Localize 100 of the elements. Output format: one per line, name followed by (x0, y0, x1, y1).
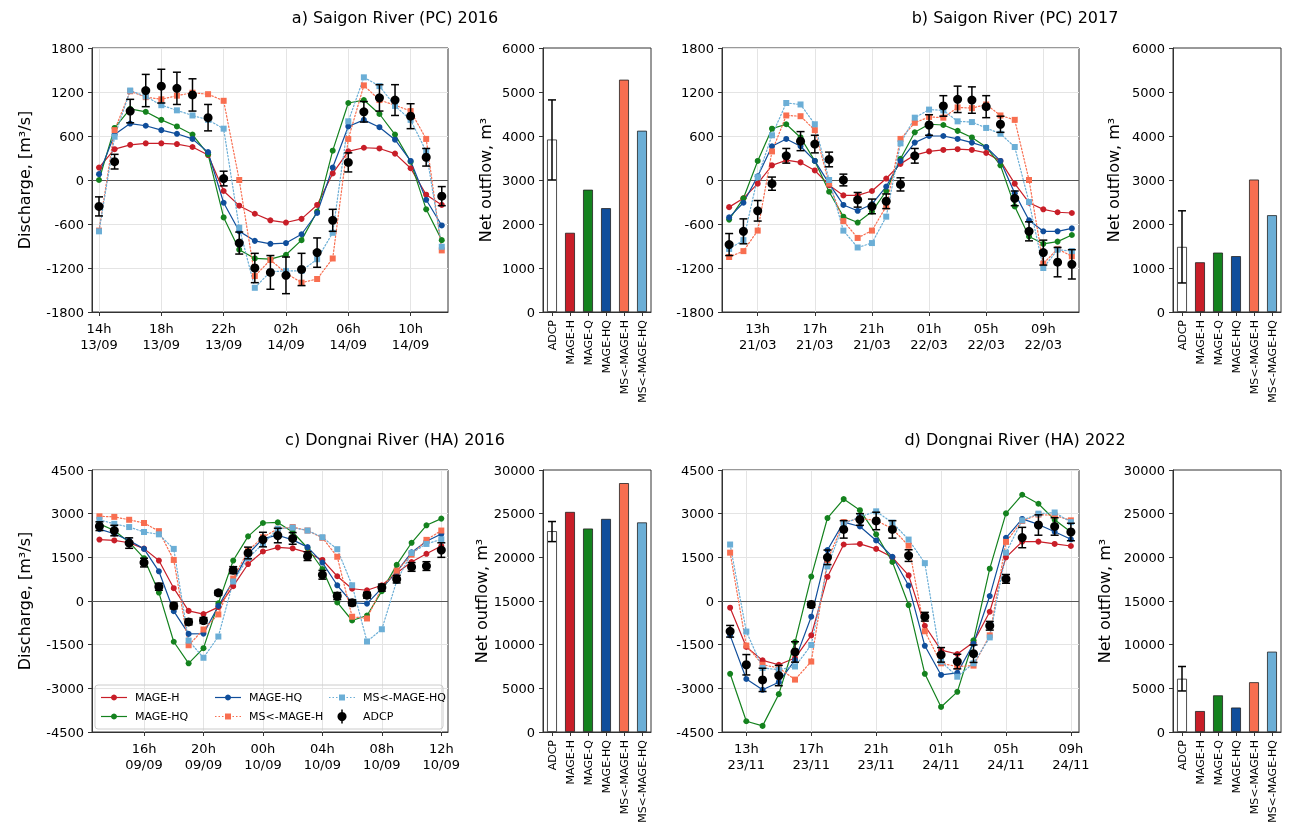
x-tick-label: MS<-MAGE-H (617, 740, 631, 815)
y-tick-label: 20000 (493, 549, 535, 565)
x-tick-label: 05h 24/11 (987, 740, 1025, 772)
y-tick-label: 600 (59, 128, 84, 144)
y-tick-label: 0 (1156, 724, 1165, 740)
x-tick-label: MS<-MAGE-H (1247, 320, 1261, 395)
y-tick-label: 6000 (1131, 40, 1165, 56)
chart-title: b) Saigon River (PC) 2017 (911, 7, 1119, 27)
y-tick-label: 0 (526, 724, 535, 740)
y-tick-label: 0 (1156, 304, 1165, 320)
y-tick-label: 10000 (1123, 637, 1165, 653)
x-tick-label: MAGE-Q (581, 319, 595, 366)
x-tick-label: 21h 23/11 (857, 740, 895, 772)
x-tick-label: 13h 23/11 (727, 740, 766, 772)
y-tick-label: 25000 (493, 506, 535, 522)
y-tick-label: -3000 (46, 680, 84, 696)
y-tick-label: 0 (75, 172, 84, 188)
y-tick-label: -600 (684, 216, 714, 232)
x-tick-label: MAGE-H (1193, 320, 1207, 365)
y-tick-label: 1000 (501, 260, 535, 276)
y-tick-label: 5000 (1131, 84, 1165, 100)
y-tick-label: 5000 (501, 84, 535, 100)
x-tick-label: MS<-MAGE-HQ (635, 739, 649, 823)
y-tick-label: 2000 (501, 216, 535, 232)
y-tick-label: 4500 (680, 462, 714, 478)
x-tick-label: 01h 24/11 (922, 740, 960, 772)
legend-label: MS<-MAGE-HQ (363, 691, 447, 704)
x-tick-label: 09h 24/11 (1052, 740, 1090, 772)
y-tick-label: 5000 (1131, 680, 1165, 696)
x-tick-label: ADCP (1175, 739, 1189, 771)
x-tick-label: ADCP (1175, 319, 1189, 351)
y-tick-label: 3000 (50, 506, 84, 522)
x-tick-label: 05h 22/03 (967, 320, 1005, 352)
y-tick-label: 0 (526, 304, 535, 320)
y-tick-label: 3000 (501, 172, 535, 188)
chart-title: a) Saigon River (PC) 2016 (291, 7, 499, 27)
y-tick-label: 10000 (493, 637, 535, 653)
chart-title: c) Dongnai River (HA) 2016 (285, 429, 505, 449)
y-tick-label: 1200 (50, 84, 84, 100)
y-tick-label: 30000 (1123, 462, 1165, 478)
x-tick-label: 08h 10/09 (363, 740, 401, 772)
x-tick-label: ADCP (545, 319, 559, 351)
legend-label: ADCP (363, 710, 394, 723)
x-tick-label: 22h 13/09 (204, 320, 243, 352)
y-axis-title: Net outflow, m³ (475, 117, 495, 243)
y-tick-label: 1800 (50, 40, 84, 56)
y-tick-label: -1800 (46, 304, 84, 320)
y-tick-label: 15000 (1123, 593, 1165, 609)
y-axis-title: Discharge, [m³/s] (14, 110, 34, 250)
legend-label: MS<-MAGE-H (249, 710, 324, 723)
y-tick-label: -4500 (46, 724, 84, 740)
x-tick-label: 21h 21/03 (853, 320, 891, 352)
x-tick-label: 16h 09/09 (125, 740, 163, 772)
x-tick-label: 02h 14/09 (267, 320, 305, 352)
x-tick-label: MAGE-H (563, 320, 577, 365)
y-tick-label: 15000 (493, 593, 535, 609)
y-axis-title: Net outflow, m³ (472, 538, 492, 664)
y-tick-label: 2000 (1131, 216, 1165, 232)
y-tick-label: 1500 (50, 549, 84, 565)
y-tick-label: 0 (75, 593, 84, 609)
y-tick-label: 0 (705, 593, 714, 609)
x-tick-label: 06h 14/09 (329, 320, 368, 352)
x-tick-label: 00h 10/09 (244, 740, 282, 772)
y-axis-title: Net outflow, m³ (1103, 117, 1123, 243)
x-tick-label: MS<-MAGE-H (1247, 740, 1261, 815)
y-tick-label: -1800 (676, 304, 714, 320)
y-tick-label: -1500 (676, 637, 714, 653)
y-tick-label: -1500 (46, 637, 84, 653)
x-tick-label: MAGE-HQ (599, 739, 613, 794)
x-tick-label: 09h 22/03 (1024, 320, 1063, 352)
y-tick-label: -1200 (46, 260, 84, 276)
x-tick-label: 14h 13/09 (80, 320, 118, 352)
x-tick-label: MS<-MAGE-HQ (1265, 319, 1279, 403)
y-tick-label: 1200 (680, 84, 714, 100)
x-tick-label: MAGE-HQ (1229, 319, 1243, 374)
x-tick-label: 01h 22/03 (910, 320, 948, 352)
x-tick-label: ADCP (545, 739, 559, 771)
legend-label: MAGE-HQ (249, 691, 303, 704)
x-tick-label: 10h 14/09 (391, 320, 430, 352)
y-axis-title: Net outflow, m³ (1095, 538, 1115, 664)
y-tick-label: 3000 (680, 506, 714, 522)
y-tick-label: 25000 (1123, 506, 1165, 522)
y-tick-label: 20000 (1123, 549, 1165, 565)
x-tick-label: MAGE-H (1193, 740, 1207, 785)
x-tick-label: MS<-MAGE-H (617, 320, 631, 395)
x-tick-label: 17h 21/03 (796, 320, 834, 352)
y-tick-label: 0 (705, 172, 714, 188)
y-tick-label: -4500 (676, 724, 714, 740)
x-tick-label: MAGE-Q (581, 739, 595, 786)
y-tick-label: 1500 (680, 549, 714, 565)
y-tick-label: 30000 (493, 462, 535, 478)
x-tick-label: MAGE-H (563, 740, 577, 785)
legend-label: MAGE-HQ (135, 710, 189, 723)
x-tick-label: 13h 21/03 (738, 320, 777, 352)
x-tick-label: 17h 23/11 (792, 740, 830, 772)
y-tick-label: 1800 (680, 40, 714, 56)
x-tick-label: MAGE-Q (1211, 739, 1225, 786)
x-tick-label: MS<-MAGE-HQ (635, 319, 649, 403)
y-tick-label: 5000 (501, 680, 535, 696)
x-tick-label: 04h 10/09 (303, 740, 342, 772)
